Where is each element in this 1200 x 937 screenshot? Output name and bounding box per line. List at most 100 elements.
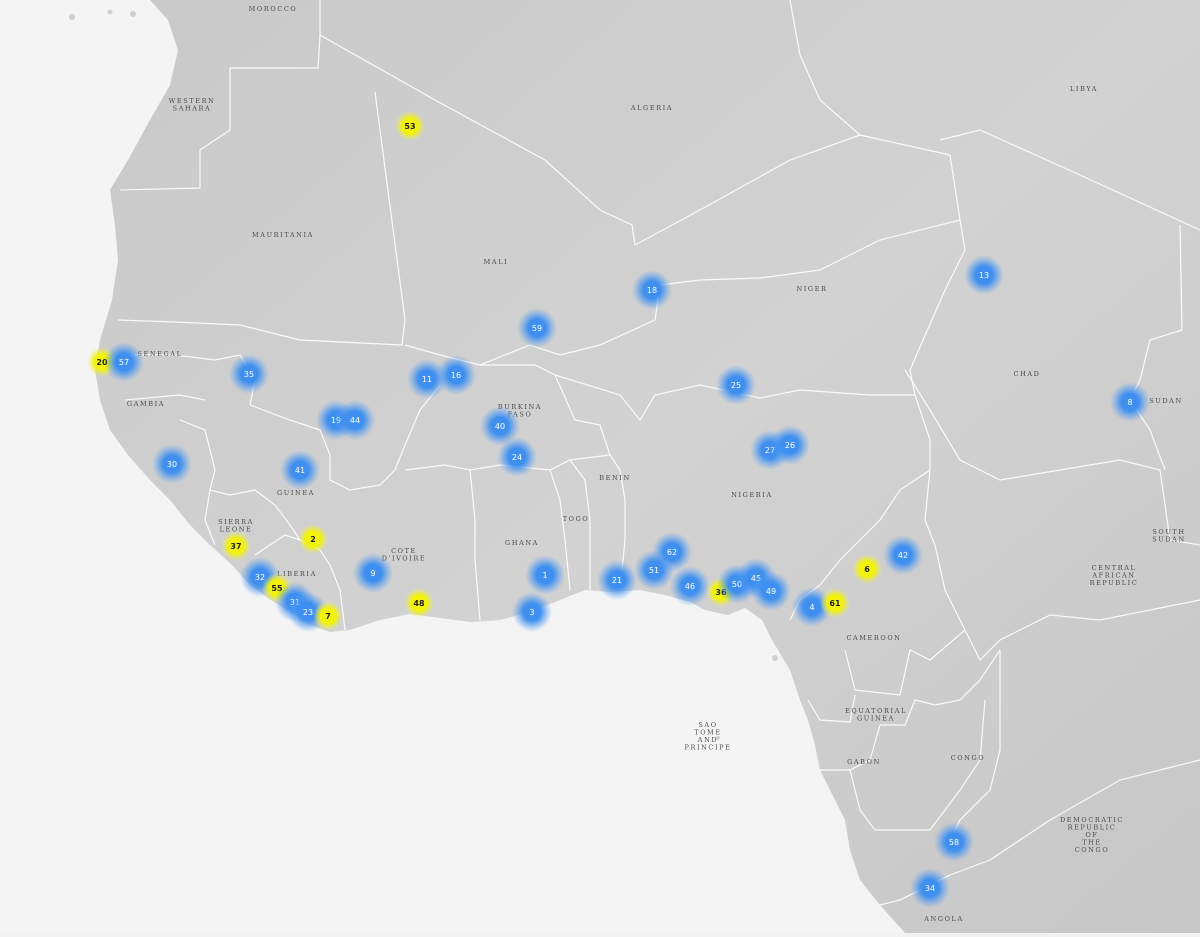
marker-26[interactable]: 26 (770, 425, 810, 465)
marker-53[interactable]: 53 (395, 111, 425, 141)
country-borders (117, 0, 1200, 906)
marker-label: 46 (685, 582, 695, 591)
marker-label: 61 (829, 599, 841, 608)
bioko-island (772, 655, 778, 661)
marker-9[interactable]: 9 (353, 553, 393, 593)
marker-label: 42 (898, 551, 908, 560)
marker-dot (115, 353, 133, 371)
country-label-central-african-republic: CENTRAL AFRICAN REPUBLIC (1090, 564, 1139, 587)
land-africa (95, 0, 1200, 933)
country-label-sao-tome: SAO TOME AND PRINCIPE (685, 721, 732, 752)
marker-label: 9 (370, 569, 375, 578)
marker-label: 23 (303, 608, 313, 617)
country-label-drc: DEMOCRATIC REPUBLIC OF THE CONGO (1060, 816, 1124, 854)
marker-dot (346, 411, 364, 429)
marker-48[interactable]: 48 (404, 588, 434, 618)
marker-label: 51 (649, 566, 659, 575)
marker-51[interactable]: 51 (634, 550, 674, 590)
marker-46[interactable]: 46 (670, 566, 710, 606)
marker-label: 27 (765, 446, 775, 455)
marker-18[interactable]: 18 (632, 270, 672, 310)
country-label-niger: NIGER (796, 285, 827, 293)
marker-label: 40 (495, 422, 505, 431)
marker-35[interactable]: 35 (229, 354, 269, 394)
marker-label: 21 (612, 576, 622, 585)
marker-dot (291, 461, 309, 479)
marker-59[interactable]: 59 (517, 308, 557, 348)
marker-1[interactable]: 1 (525, 555, 565, 595)
marker-dot (1121, 393, 1139, 411)
country-label-burkina-faso: BURKINA FASO (498, 403, 542, 419)
marker-label: 55 (271, 584, 283, 593)
marker-42[interactable]: 42 (883, 535, 923, 575)
marker-dot (803, 598, 821, 616)
marker-dot (827, 595, 843, 611)
marker-8[interactable]: 8 (1110, 382, 1150, 422)
marker-label: 35 (244, 370, 254, 379)
marker-dot (411, 595, 427, 611)
marker-6[interactable]: 6 (852, 554, 882, 584)
country-labels: MOROCCO WESTERN SAHARA ALGERIA LIBYA MAURITAN… (127, 5, 1186, 923)
marker-58[interactable]: 58 (934, 822, 974, 862)
marker-30[interactable]: 30 (152, 444, 192, 484)
country-label-libya: LIBYA (1070, 85, 1098, 93)
marker-16[interactable]: 16 (436, 355, 476, 395)
marker-label: 49 (766, 587, 776, 596)
marker-44[interactable]: 44 (335, 400, 375, 440)
country-label-sudan: SUDAN (1149, 397, 1183, 405)
marker-37[interactable]: 37 (221, 531, 251, 561)
marker-label: 41 (295, 466, 305, 475)
marker-label: 3 (529, 608, 534, 617)
marker-dot (447, 366, 465, 384)
country-label-sierra-leone: SIERRA LEONE (218, 518, 254, 534)
country-label-togo: TOGO (563, 515, 590, 523)
marker-7[interactable]: 7 (313, 601, 343, 631)
sao-tome-island (716, 736, 720, 740)
marker-13[interactable]: 13 (964, 255, 1004, 295)
canary-island-2 (107, 9, 113, 15)
country-label-angola: ANGOLA (923, 915, 964, 923)
canary-island-3 (130, 11, 136, 17)
markers: 5318135920573511162581944402726304124372… (87, 111, 1150, 908)
marker-24[interactable]: 24 (497, 437, 537, 477)
country-label-gabon: GABON (847, 758, 881, 766)
marker-dot (945, 833, 963, 851)
country-label-equatorial-guinea: EQUATORIAL GUINEA (845, 707, 907, 723)
country-label-south-sudan: SOUTH SUDAN (1152, 528, 1186, 544)
marker-49[interactable]: 49 (751, 571, 791, 611)
marker-dot (975, 266, 993, 284)
marker-label: 53 (404, 122, 415, 131)
marker-34[interactable]: 34 (910, 868, 950, 908)
marker-dot (240, 365, 258, 383)
marker-label: 24 (512, 453, 522, 462)
marker-label: 25 (731, 381, 741, 390)
marker-dot (643, 281, 661, 299)
marker-label: 6 (864, 565, 870, 574)
country-label-mauritania: MAURITANIA (252, 231, 314, 239)
country-label-liberia: LIBERIA (277, 570, 317, 578)
country-label-congo: CONGO (951, 754, 986, 762)
marker-label: 30 (167, 460, 177, 469)
marker-label: 20 (96, 358, 108, 367)
marker-40[interactable]: 40 (480, 406, 520, 446)
marker-2[interactable]: 2 (298, 524, 328, 554)
marker-dot (305, 531, 321, 547)
marker-57[interactable]: 57 (104, 342, 144, 382)
marker-dot (320, 608, 336, 624)
marker-dot (528, 319, 546, 337)
marker-label: 1 (542, 571, 547, 580)
marker-label: 11 (422, 375, 432, 384)
country-label-senegal: SENEGAL (137, 350, 182, 358)
marker-label: 62 (667, 548, 677, 557)
marker-21[interactable]: 21 (597, 560, 637, 600)
marker-41[interactable]: 41 (280, 450, 320, 490)
marker-3[interactable]: 3 (512, 592, 552, 632)
marker-61[interactable]: 61 (820, 588, 850, 618)
marker-label: 8 (1127, 398, 1132, 407)
country-label-guinea: GUINEA (277, 489, 315, 497)
marker-dot (536, 566, 554, 584)
marker-25[interactable]: 25 (716, 365, 756, 405)
marker-label: 7 (325, 612, 331, 621)
country-label-western-sahara: WESTERN SAHARA (169, 97, 216, 113)
